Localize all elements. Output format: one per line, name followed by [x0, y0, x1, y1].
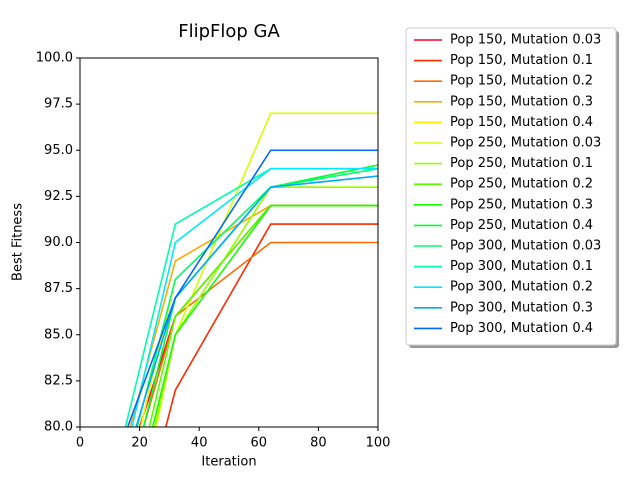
legend-label: Pop 300, Mutation 0.03 [450, 239, 601, 254]
x-tick-label: 0 [76, 436, 84, 451]
y-tick-label: 97.5 [44, 97, 73, 112]
x-tick-label: 40 [191, 436, 208, 451]
y-tick-label: 80.0 [44, 420, 73, 435]
series-line [153, 186, 378, 427]
series-line [135, 175, 378, 427]
x-tick-label: 80 [310, 436, 327, 451]
legend-label: Pop 150, Mutation 0.03 [450, 33, 601, 48]
y-tick-label: 82.5 [44, 373, 73, 388]
series-line [139, 186, 378, 427]
y-axis-label: Best Fitness [11, 203, 26, 281]
series-line [164, 223, 378, 427]
y-tick-label: 95.0 [44, 143, 73, 158]
series-line [126, 149, 378, 427]
legend-label: Pop 250, Mutation 0.03 [450, 136, 601, 151]
legend-label: Pop 250, Mutation 0.2 [450, 177, 593, 192]
plot-frame [79, 57, 379, 428]
y-tick-label: 85.0 [44, 327, 73, 342]
legend-label: Pop 250, Mutation 0.3 [450, 197, 593, 212]
series-line [148, 204, 378, 427]
series-line [136, 167, 378, 427]
legend-label: Pop 150, Mutation 0.4 [450, 115, 593, 130]
legend-label: Pop 150, Mutation 0.1 [450, 53, 593, 68]
y-tick-label: 92.5 [44, 189, 73, 204]
x-tick-label: 20 [131, 436, 148, 451]
legend-box [405, 27, 617, 346]
series-line [151, 204, 378, 427]
y-tick-label: 100.0 [36, 51, 73, 66]
legend-label: Pop 300, Mutation 0.4 [450, 321, 593, 336]
legend-label: Pop 150, Mutation 0.3 [450, 94, 593, 109]
legend-label: Pop 300, Mutation 0.1 [450, 259, 593, 274]
series-line [129, 204, 378, 427]
legend-label: Pop 150, Mutation 0.2 [450, 74, 593, 89]
legend-label: Pop 250, Mutation 0.4 [450, 218, 593, 233]
y-tick-label: 87.5 [44, 281, 73, 296]
x-tick-label: 60 [251, 436, 268, 451]
series-line [131, 167, 378, 427]
legend-label: Pop 300, Mutation 0.2 [450, 280, 593, 295]
legend-label: Pop 250, Mutation 0.1 [450, 156, 593, 171]
chart-title: FlipFlop GA [178, 21, 280, 42]
series-line [142, 241, 378, 427]
series-line [138, 204, 378, 427]
plot-lines [124, 112, 378, 427]
x-tick-label: 100 [366, 436, 391, 451]
y-tick-label: 90.0 [44, 235, 73, 250]
x-axis-label: Iteration [201, 455, 256, 470]
legend-label: Pop 300, Mutation 0.3 [450, 300, 593, 315]
series-line [142, 164, 378, 427]
